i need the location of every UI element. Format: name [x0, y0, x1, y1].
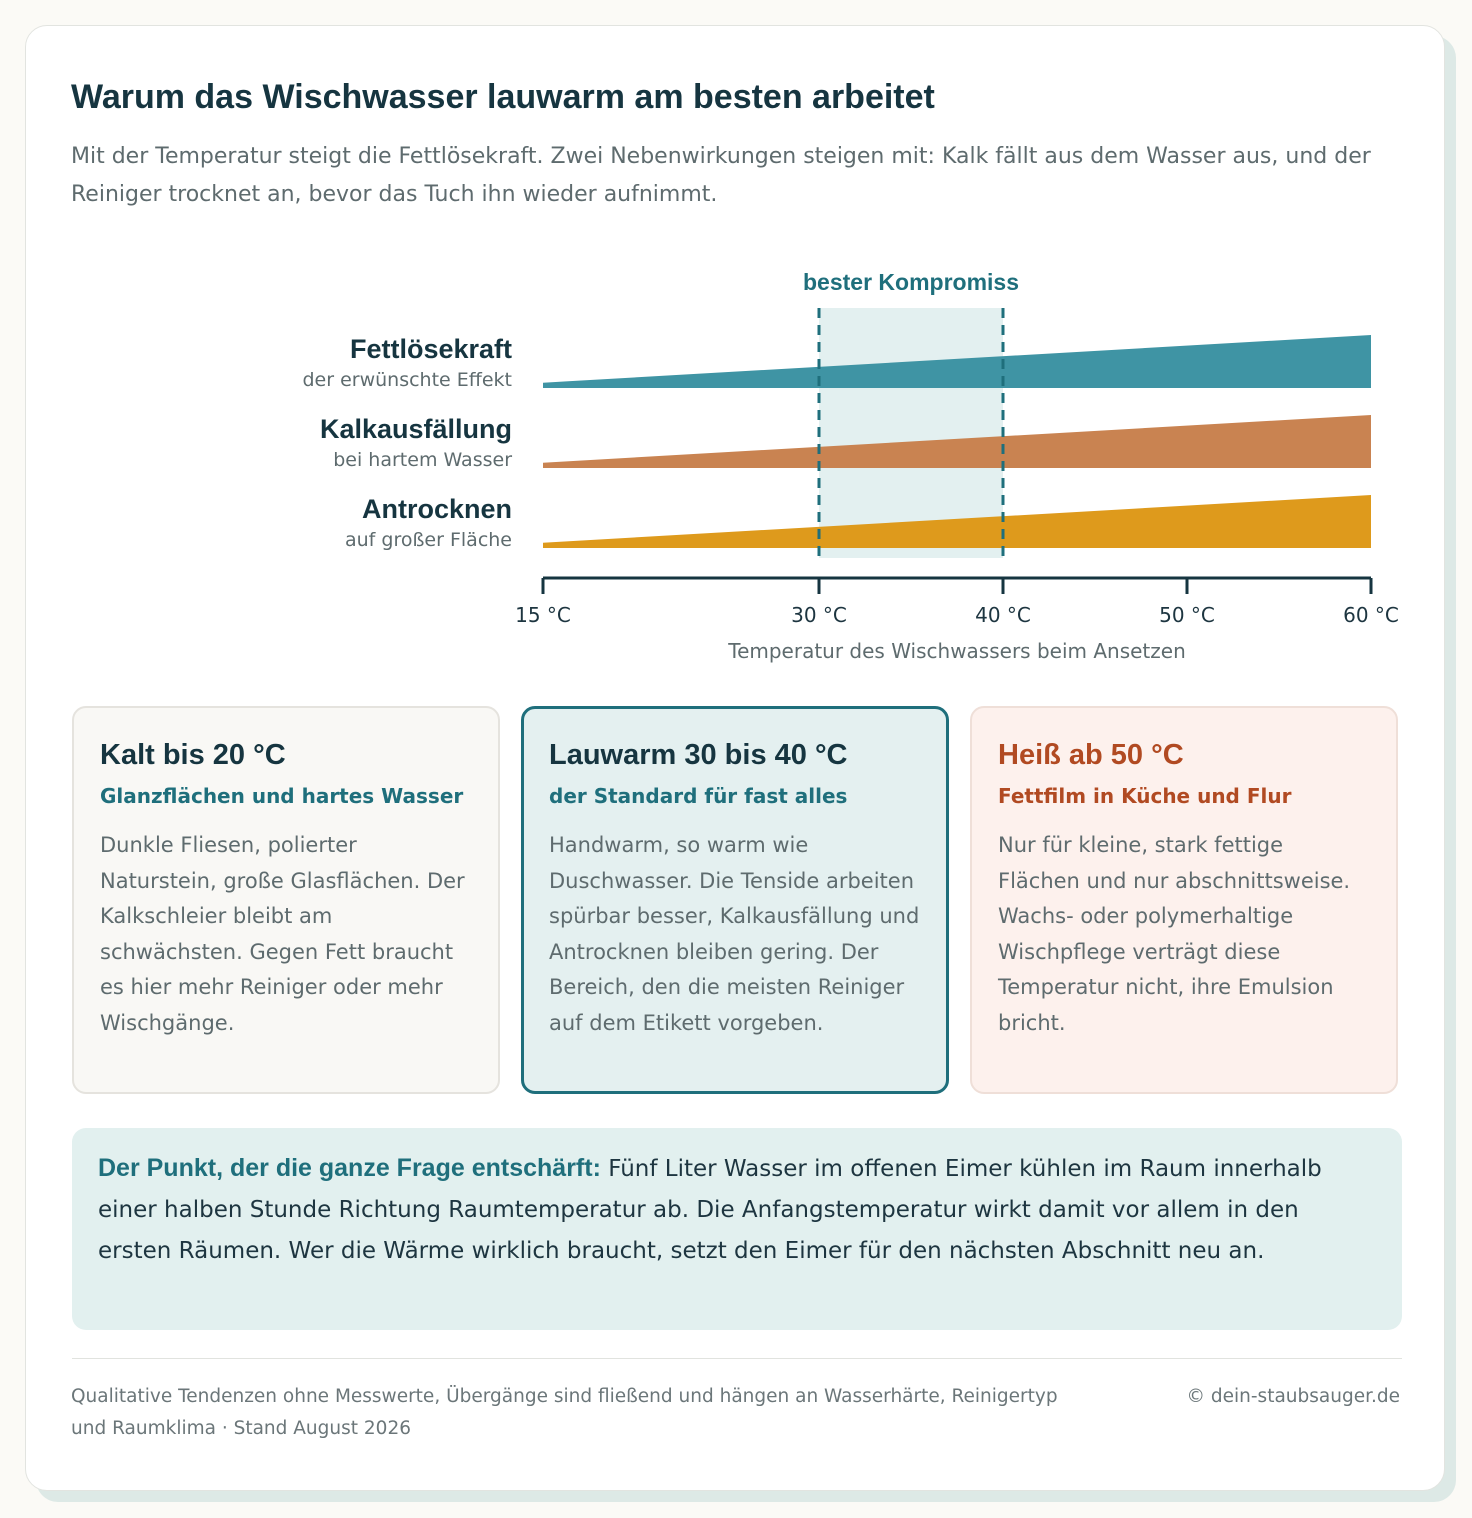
highlight-label: bester Kompromiss [803, 269, 1019, 295]
range-body: Handwarm, so warm wie Duschwasser. Die T… [549, 833, 920, 1035]
range-subtitle: Fettfilm in Küche und Flur [998, 784, 1292, 808]
key-point-lead: Der Punkt, der die ganze Frage entschärf… [98, 1154, 601, 1182]
x-tick-label: 60 °C [1343, 603, 1399, 627]
range-title: Heiß ab 50 °C [998, 739, 1184, 771]
band-2 [543, 415, 1371, 468]
x-tick-label: 30 °C [791, 603, 847, 627]
x-tick-label: 15 °C [515, 603, 571, 627]
range-subtitle: Glanzflächen und hartes Wasser [100, 784, 464, 808]
key-point-box: Der Punkt, der die ganze Frage entschärf… [72, 1128, 1402, 1330]
key-point-body: Fünf Liter Wasser im offenen Eimer kühle… [98, 1156, 1322, 1264]
range-card-lukewarm: Lauwarm 30 bis 40 °C der Standard für fa… [521, 706, 949, 1094]
series-label: Kalkausfällung [320, 414, 512, 444]
range-subtitle: der Standard für fast alles [549, 784, 848, 808]
range-card-hot: Heiß ab 50 °C Fettfilm in Küche und Flur… [970, 706, 1398, 1094]
x-tick-label: 50 °C [1159, 603, 1215, 627]
x-axis-label: Temperatur des Wischwassers beim Ansetze… [727, 639, 1186, 663]
footer-note: Qualitative Tendenzen ohne Messwerte, Üb… [71, 1386, 1058, 1439]
footer-copyright: © dein-staubsauger.de [1186, 1386, 1400, 1407]
series-sublabel: bei hartem Wasser [333, 449, 512, 471]
footer-divider [72, 1358, 1402, 1359]
range-title: Lauwarm 30 bis 40 °C [549, 739, 848, 771]
temperature-chart: Fettlösekraft der erwünschte Effekt Kalkau… [302, 269, 1399, 663]
range-title: Kalt bis 20 °C [100, 739, 286, 771]
range-body: Dunkle Fliesen, polierter Naturstein, gr… [100, 833, 465, 1035]
series-label: Antrocknen [362, 494, 512, 524]
series-label: Fettlösekraft [350, 334, 512, 364]
key-point-text: Der Punkt, der die ganze Frage entschärf… [98, 1148, 1376, 1272]
band-1 [543, 335, 1371, 388]
range-card-cold: Kalt bis 20 °C Glanzflächen und hartes W… [72, 706, 500, 1094]
x-tick-label: 40 °C [975, 603, 1031, 627]
band-3 [543, 495, 1371, 548]
range-body: Nur für kleine, stark fettige Flächen un… [998, 833, 1351, 1035]
page-title: Warum das Wischwasser lauwarm am besten … [71, 78, 935, 116]
highlight-band [819, 308, 1003, 558]
page-subtitle: Mit der Temperatur steigt die Fettlösekr… [71, 144, 1371, 207]
series-sublabel: der erwünschte Effekt [302, 369, 512, 391]
series-sublabel: auf großer Fläche [345, 529, 512, 551]
